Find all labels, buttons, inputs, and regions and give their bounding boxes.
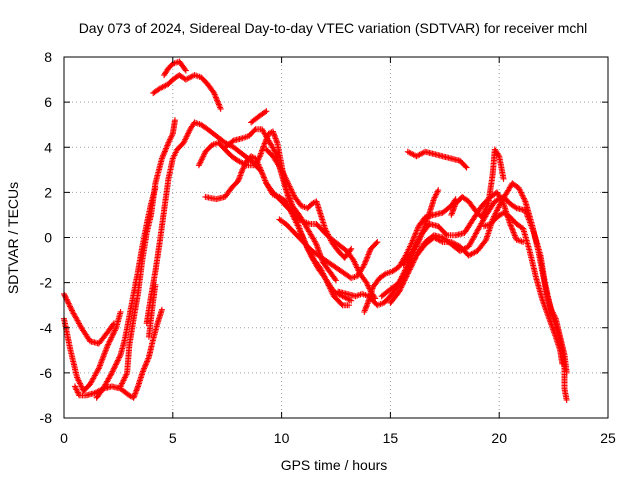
series-track-5 xyxy=(117,117,178,390)
y-tick-label: 2 xyxy=(44,184,52,200)
y-tick-label: 0 xyxy=(44,230,52,246)
series-track-16 xyxy=(276,216,381,282)
series-track-8 xyxy=(150,72,224,112)
y-tick-label: -2 xyxy=(40,275,53,291)
series-track-9 xyxy=(161,58,189,79)
x-tick-label: 10 xyxy=(274,430,290,446)
series-track-23 xyxy=(448,146,507,221)
series-track-7 xyxy=(143,119,263,327)
series-track-18 xyxy=(361,196,459,315)
x-tick-label: 25 xyxy=(600,430,616,446)
series-track-22 xyxy=(404,148,470,171)
y-axis-label: SDTVAR / TECUs xyxy=(5,182,21,294)
x-tick-label: 20 xyxy=(491,430,507,446)
y-tick-label: -4 xyxy=(40,320,53,336)
series-track-24 xyxy=(481,209,566,367)
series-track-15 xyxy=(263,146,355,261)
plus-markers xyxy=(161,58,189,79)
x-tick-label: 15 xyxy=(383,430,399,446)
y-tick-label: 6 xyxy=(44,94,52,110)
plus-markers xyxy=(448,146,507,221)
x-tick-label: 0 xyxy=(60,430,68,446)
plus-markers xyxy=(276,216,381,282)
chart-title: Day 073 of 2024, Sidereal Day-to-day VTE… xyxy=(79,20,588,36)
axis-ticks: 0 5 10 15 20 25 -8 -6 -4 -2 0 2 4 6 8 xyxy=(40,49,616,446)
plus-markers xyxy=(404,148,470,171)
y-tick-label: -8 xyxy=(40,410,53,426)
plus-markers xyxy=(143,119,263,327)
data-series xyxy=(61,58,570,403)
y-tick-label: 8 xyxy=(44,49,52,65)
plus-markers xyxy=(150,72,224,112)
plus-markers xyxy=(117,117,178,390)
series-track-13 xyxy=(248,108,270,126)
plus-markers xyxy=(248,108,270,126)
plus-markers xyxy=(263,146,355,261)
x-axis-label: GPS time / hours xyxy=(281,457,388,473)
x-tick-label: 5 xyxy=(169,430,177,446)
plus-markers xyxy=(481,209,566,367)
plus-markers xyxy=(361,196,459,315)
y-tick-label: 4 xyxy=(44,139,52,155)
y-tick-label: -6 xyxy=(40,365,53,381)
